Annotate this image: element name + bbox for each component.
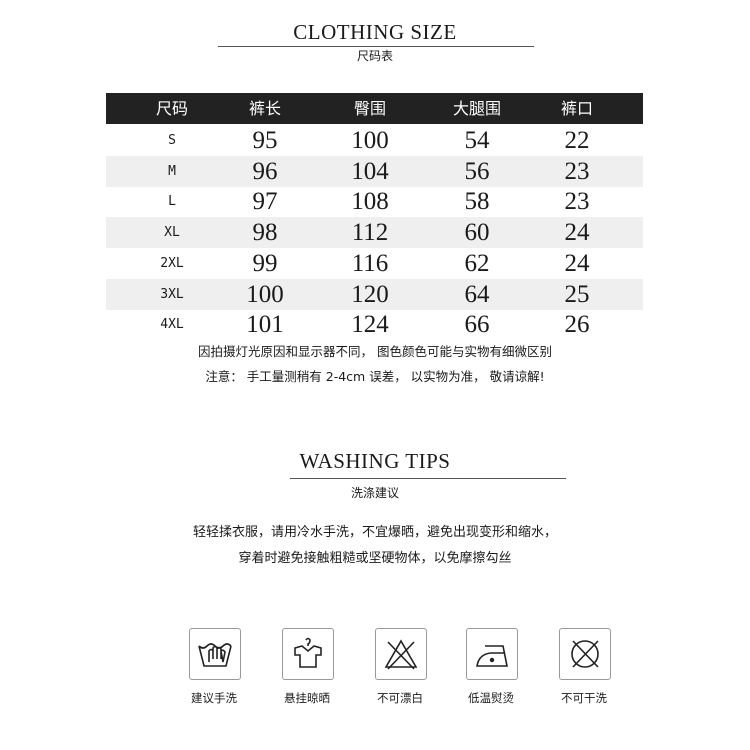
cell-hem: 26: [564, 311, 590, 339]
hand-wash-label: 建议手洗: [191, 691, 237, 705]
cell-hip: 124: [351, 311, 389, 339]
cell-hip: 112: [351, 219, 389, 247]
cell-hem: 23: [564, 188, 590, 216]
no-dry-clean-label: 不可干洗: [561, 691, 607, 705]
table-row: XL 98 112 60 24: [106, 217, 643, 249]
cell-size: 4XL: [160, 317, 184, 333]
cell-hem: 22: [564, 127, 590, 154]
header-size: 尺码: [155, 99, 188, 118]
low-iron-label: 低温熨烫: [468, 691, 514, 705]
cell-hem: 24: [564, 249, 590, 277]
cell-thigh: 64: [464, 280, 490, 308]
size-table-header: 尺码 裤长 臀围 大腿围 裤口: [106, 93, 643, 124]
cell-size: 2XL: [160, 255, 184, 271]
cell-hem: 23: [564, 157, 590, 185]
cell-length: 98: [252, 219, 278, 247]
cell-hem: 24: [564, 219, 590, 247]
no-bleach-icon: [375, 628, 427, 680]
size-subtitle: 尺码表: [356, 49, 393, 63]
cell-hip: 116: [351, 249, 389, 277]
cell-thigh: 62: [464, 249, 490, 277]
cell-length: 96: [252, 157, 278, 185]
cell-length: 97: [252, 188, 278, 216]
header-hem: 裤口: [560, 99, 593, 118]
cell-size: 3XL: [160, 286, 184, 302]
cell-hem: 25: [564, 280, 590, 308]
note-color: 因拍摄灯光原因和显示器不同， 图色颜色可能与实物有细微区别: [198, 344, 552, 359]
cell-length: 101: [246, 311, 284, 339]
hang-dry-icon: [282, 628, 334, 680]
cell-length: 100: [246, 280, 284, 308]
low-iron-icon: [466, 628, 518, 680]
washing-line-1: 轻轻揉衣服，请用冷水手洗，不宜爆晒，避免出现变形和缩水，: [192, 525, 557, 540]
hang-dry-label: 悬挂晾晒: [284, 691, 330, 705]
header-hip: 臀围: [353, 99, 386, 118]
cell-hip: 104: [351, 157, 389, 185]
washing-line-2: 穿着时避免接触粗糙或坚硬物体，以免摩擦勾丝: [238, 551, 512, 566]
washing-title: WASHING TIPS: [299, 449, 451, 473]
hand-wash-icon: [189, 628, 241, 680]
cell-size: XL: [164, 225, 180, 241]
size-title: CLOTHING SIZE: [293, 20, 457, 44]
cell-hip: 120: [351, 280, 389, 308]
cell-size: S: [168, 133, 176, 148]
cell-length: 95: [252, 127, 278, 154]
table-row: 2XL 99 116 62 24: [106, 248, 643, 279]
table-row: 3XL 100 120 64 25: [106, 278, 643, 310]
table-row: 4XL 101 124 66 26: [106, 309, 643, 340]
cell-thigh: 54: [464, 127, 490, 154]
washing-subtitle: 洗涤建议: [350, 486, 399, 500]
header-length: 裤长: [248, 99, 281, 118]
washing-divider: [290, 478, 566, 479]
table-row: L 97 108 58 23: [106, 186, 643, 217]
cell-thigh: 66: [464, 311, 490, 339]
table-row: S 95 100 54 22: [106, 125, 643, 156]
cell-thigh: 60: [464, 219, 490, 247]
table-row: M 96 104 56 23: [106, 155, 643, 187]
header-thigh: 大腿围: [452, 99, 501, 118]
cell-size: L: [168, 194, 176, 210]
cell-size: M: [168, 163, 176, 179]
cell-length: 99: [252, 249, 278, 277]
cell-thigh: 58: [464, 188, 490, 216]
cell-thigh: 56: [464, 157, 490, 185]
cell-hip: 108: [351, 188, 389, 216]
title-divider: [218, 46, 534, 47]
note-measure: 注意： 手工量测稍有 2-4cm 误差， 以实物为准， 敬请谅解!: [205, 369, 545, 384]
cell-hip: 100: [351, 127, 389, 154]
no-bleach-label: 不可漂白: [377, 691, 423, 705]
no-dry-clean-icon: [559, 628, 611, 680]
